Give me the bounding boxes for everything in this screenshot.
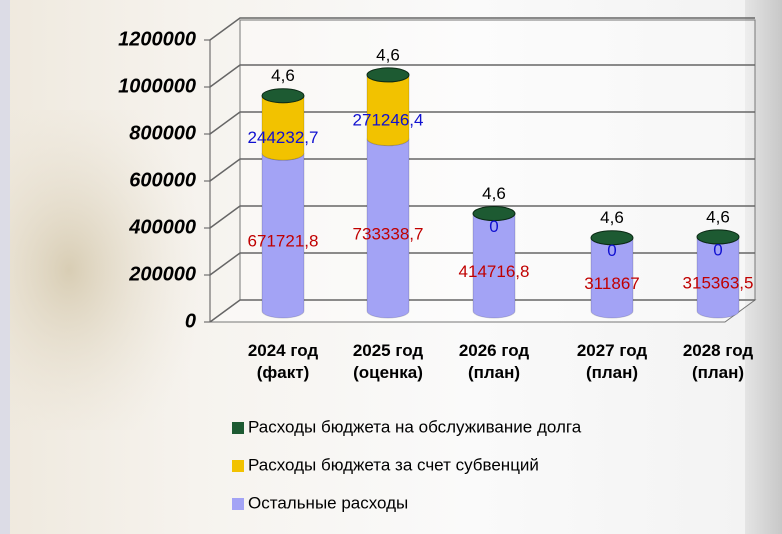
value-label: 4,6	[482, 184, 506, 203]
value-label: 4,6	[376, 45, 400, 64]
x-tick-label: 2026 год (план)	[458, 341, 530, 382]
bar-top	[472, 206, 516, 222]
y-tick-label: 600000	[129, 169, 196, 191]
value-label: 4,6	[600, 208, 624, 227]
grid-line	[209, 64, 755, 88]
x-tick-label: 2025 год (оценка)	[352, 341, 424, 382]
value-label: 671721,8	[248, 232, 319, 251]
bar-top	[590, 230, 634, 246]
y-tick-label: 200000	[128, 263, 196, 285]
value-label: 244232,7	[248, 128, 319, 147]
value-label: 414716,8	[459, 262, 530, 281]
legend-label: Расходы бюджета за счет субвенций	[248, 455, 539, 474]
bar-top	[366, 67, 410, 83]
y-tick-label: 400000	[128, 216, 196, 238]
value-label: 315363,5	[683, 273, 754, 292]
legend-label: Расходы бюджета на обслуживание долга	[248, 417, 582, 436]
grid-line	[209, 205, 755, 229]
y-tick-label: 1000000	[118, 75, 196, 97]
background-coins	[0, 110, 230, 430]
grid-line	[209, 17, 755, 41]
legend-swatch	[232, 422, 244, 434]
grid-line	[209, 158, 755, 182]
value-label: 733338,7	[353, 224, 424, 243]
value-label: 0	[713, 240, 722, 259]
value-label: 4,6	[271, 66, 295, 85]
legend-swatch	[232, 460, 244, 472]
value-label: 4,6	[706, 207, 730, 226]
right-panel	[745, 0, 782, 534]
x-tick-label: 2027 год (план)	[576, 341, 648, 382]
legend-label: Остальные расходы	[248, 493, 408, 512]
grid-line	[209, 111, 755, 135]
value-label: 271246,4	[353, 110, 424, 129]
value-label: 0	[607, 241, 616, 260]
value-label: 311867	[584, 274, 639, 293]
x-tick-label: 2024 год (факт)	[247, 341, 319, 382]
y-tick-label: 800000	[129, 122, 196, 144]
legend-swatch	[232, 498, 244, 510]
bar-top	[696, 229, 740, 245]
y-tick-label: 0	[185, 310, 196, 332]
grid-line	[209, 299, 755, 323]
grid-line	[209, 252, 755, 276]
bar-top	[261, 88, 305, 104]
left-strip	[0, 0, 10, 534]
y-tick-label: 1200000	[118, 28, 196, 50]
x-tick-label: 2028 год (план)	[682, 341, 754, 382]
value-label: 0	[489, 217, 498, 236]
